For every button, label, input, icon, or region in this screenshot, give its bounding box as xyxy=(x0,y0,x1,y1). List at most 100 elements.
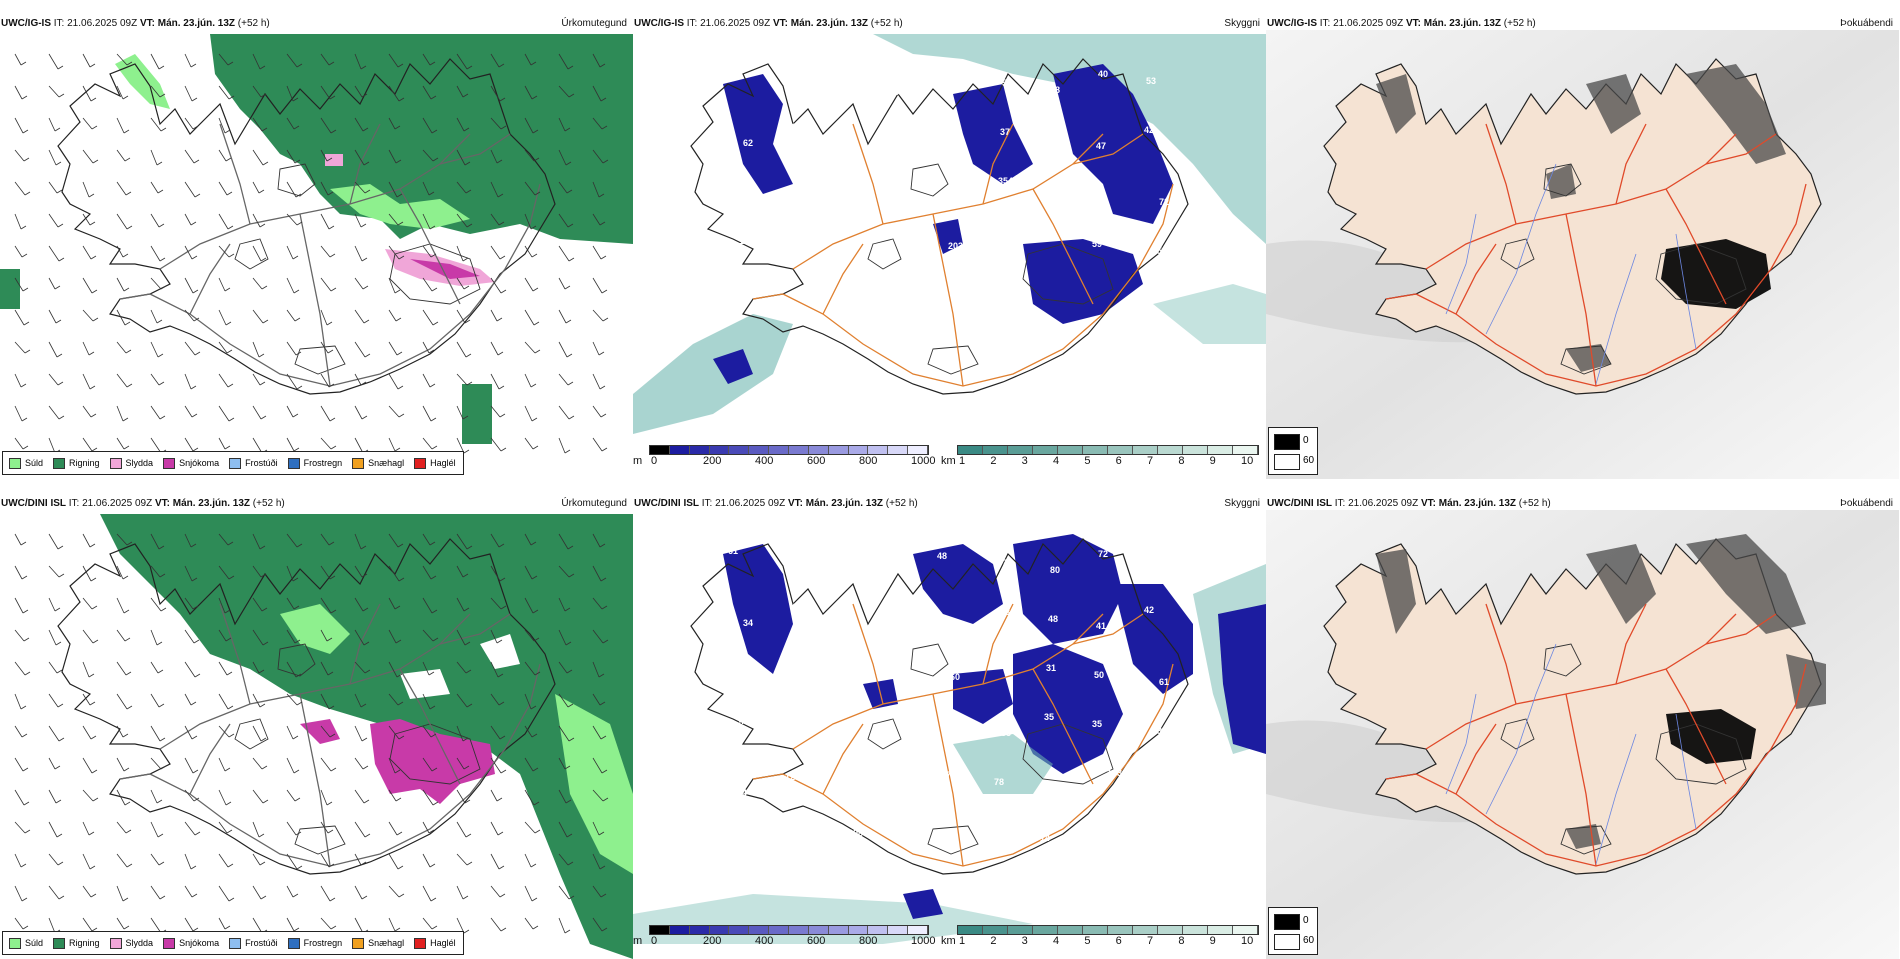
precip-legend-swatch xyxy=(163,457,176,469)
visibility-value-label: 103 xyxy=(1107,768,1122,778)
visibility-value-label: 56 xyxy=(1046,183,1056,193)
valid-time: VT: Mán. 23.jún. 13Z xyxy=(772,18,868,29)
visibility-value-label: 42 xyxy=(1144,605,1154,615)
scale-tick-label: 7 xyxy=(1147,935,1154,947)
visibility-value-label: 35 xyxy=(1044,712,1054,722)
valid-time: VT: Mán. 23.jún. 13Z xyxy=(139,18,235,29)
precip-legend-item: Rigning xyxy=(53,937,100,949)
visibility-value-label: 87 xyxy=(889,567,899,577)
init-time: IT: 21.06.2025 09Z xyxy=(1334,498,1419,509)
visibility-value-label: 35 xyxy=(789,194,799,204)
scale-tick-label: 8 xyxy=(1178,935,1185,947)
visibility-value-label: 52 xyxy=(1042,784,1052,794)
visibility-value-label: 42 xyxy=(1144,125,1154,135)
lead-time: (+52 h) xyxy=(1518,498,1551,509)
scale-unit: m xyxy=(633,455,643,467)
fog-index-panel-igis: UWC/IG-IS IT: 21.06.2025 09Z VT: Mán. 23… xyxy=(1266,14,1899,479)
init-time: IT: 21.06.2025 09Z xyxy=(53,18,138,29)
visibility-value-label: 61 xyxy=(1159,677,1169,687)
precip-legend-label: Frostúði xyxy=(245,938,278,948)
visibility-scale-m: m 0 200 400 600 800 1000 xyxy=(633,925,935,957)
visibility-value-label: 41 xyxy=(1096,621,1106,631)
scale-tick-label: 6 xyxy=(1115,455,1122,467)
precip-legend-item: Frostregn xyxy=(287,937,342,949)
fog-legend-low-swatch xyxy=(1274,434,1300,450)
visibility-value-label: 80 xyxy=(952,623,962,633)
scale-tick-label: 10 xyxy=(1241,455,1254,467)
precip-legend-label: Frostregn xyxy=(303,458,343,468)
precip-map xyxy=(0,30,633,479)
scale-bar xyxy=(957,925,1259,935)
visibility-value-label: 113 xyxy=(739,236,754,246)
panel-header: UWC/DINI ISL IT: 21.06.2025 09Z VT: Mán.… xyxy=(0,498,631,514)
visibility-value-label: 65 xyxy=(793,553,803,563)
precip-legend-item: Slydda xyxy=(109,937,154,949)
scale-tick-label: 9 xyxy=(1209,935,1216,947)
scale-tick-label: 10 xyxy=(1241,935,1254,947)
precip-legend-swatch xyxy=(53,937,66,949)
precip-legend: Súld Rigning Slydda Snjókoma Frostúði Frostre… xyxy=(2,931,464,955)
fog-legend: 0 60 xyxy=(1268,907,1318,955)
visibility-value-label: 61 xyxy=(728,546,738,556)
panel-header: UWC/IG-IS IT: 21.06.2025 09Z VT: Mán. 23… xyxy=(1266,18,1897,34)
visibility-value-label: 74 xyxy=(737,788,747,798)
precip-legend-swatch xyxy=(229,457,242,469)
scale-tick-label: 600 xyxy=(807,455,826,467)
panel-header: UWC/DINI ISL IT: 21.06.2025 09Z VT: Mán.… xyxy=(633,498,1264,514)
model-name: UWC/DINI ISL xyxy=(634,498,699,509)
lead-time: (+52 h) xyxy=(237,18,270,29)
scale-tick-label: 1000 xyxy=(911,455,936,467)
visibility-value-label: 72 xyxy=(1159,197,1169,207)
valid-time: VT: Mán. 23.jún. 13Z xyxy=(787,498,883,509)
precip-legend-label: Slydda xyxy=(125,938,154,948)
precip-legend-item: Snjókoma xyxy=(163,937,219,949)
visibility-map: 6165438748708072463446735780484841426361… xyxy=(633,510,1266,959)
visibility-value-label: 48 xyxy=(937,551,947,561)
lead-time: (+52 h) xyxy=(252,498,285,509)
visibility-value-label: 70 xyxy=(1002,558,1012,568)
precip-legend-item: Rigning xyxy=(53,457,100,469)
visibility-value-label: 48 xyxy=(1000,607,1010,617)
scale-tick-label: 7 xyxy=(1147,455,1154,467)
visibility-value-label: 38 xyxy=(741,187,751,197)
visibility-value-label: 108 xyxy=(735,837,750,847)
scale-tick-label: 0 xyxy=(651,455,658,467)
panel-header: UWC/IG-IS IT: 21.06.2025 09Z VT: Mán. 23… xyxy=(633,18,1264,34)
visibility-value-label: 128 xyxy=(785,772,800,782)
valid-time: VT: Mán. 23.jún. 13Z xyxy=(154,498,250,509)
visibility-value-label: 69 xyxy=(900,714,910,724)
init-time: IT: 21.06.2025 09Z xyxy=(701,498,786,509)
scale-tick-label: 4 xyxy=(1053,455,1060,467)
init-time: IT: 21.06.2025 09Z xyxy=(686,18,771,29)
precip-legend-item: Snjókoma xyxy=(163,457,219,469)
visibility-value-label: 48 xyxy=(1048,614,1058,624)
visibility-value-label: 14 xyxy=(1040,833,1050,843)
fog-legend: 0 60 xyxy=(1268,427,1318,475)
scale-bar xyxy=(649,445,929,455)
scale-unit: m xyxy=(633,935,643,947)
visibility-value-label: 208 xyxy=(848,828,863,838)
visibility-scale-km: km 1 2 3 4 5 6 7 8 9 10 xyxy=(941,925,1263,957)
visibility-value-label: 354 xyxy=(998,176,1013,186)
precip-legend-swatch xyxy=(287,457,300,469)
fog-map xyxy=(1266,510,1899,959)
visibility-value-label: 73 xyxy=(839,609,849,619)
visibility-value-label: 58 xyxy=(950,192,960,202)
visibility-value-label: 80 xyxy=(1050,565,1060,575)
scale-tick-label: 2 xyxy=(990,455,997,467)
visibility-value-label: 35 xyxy=(1092,719,1102,729)
visibility-scale-m: m 0 200 400 600 800 1000 xyxy=(633,445,936,477)
precip-legend-swatch xyxy=(53,457,66,469)
scale-tick-label: 9 xyxy=(1209,455,1216,467)
visibility-value-label: 50 xyxy=(1094,670,1104,680)
field-name: Úrkomutegund xyxy=(561,18,627,29)
precip-legend: Súld Rigning Slydda Snjókoma Frostúði Frostre… xyxy=(2,451,464,475)
scale-tick-label: 400 xyxy=(755,935,774,947)
scale-unit: km xyxy=(941,935,956,947)
scale-tick-label: 800 xyxy=(859,935,878,947)
scale-tick-label: 1 xyxy=(959,935,966,947)
visibility-value-label: 740 xyxy=(900,234,915,244)
visibility-value-label: 109 xyxy=(948,721,963,731)
visibility-value-label: 46 xyxy=(1146,556,1156,566)
visibility-value-label: 88 xyxy=(996,248,1006,258)
